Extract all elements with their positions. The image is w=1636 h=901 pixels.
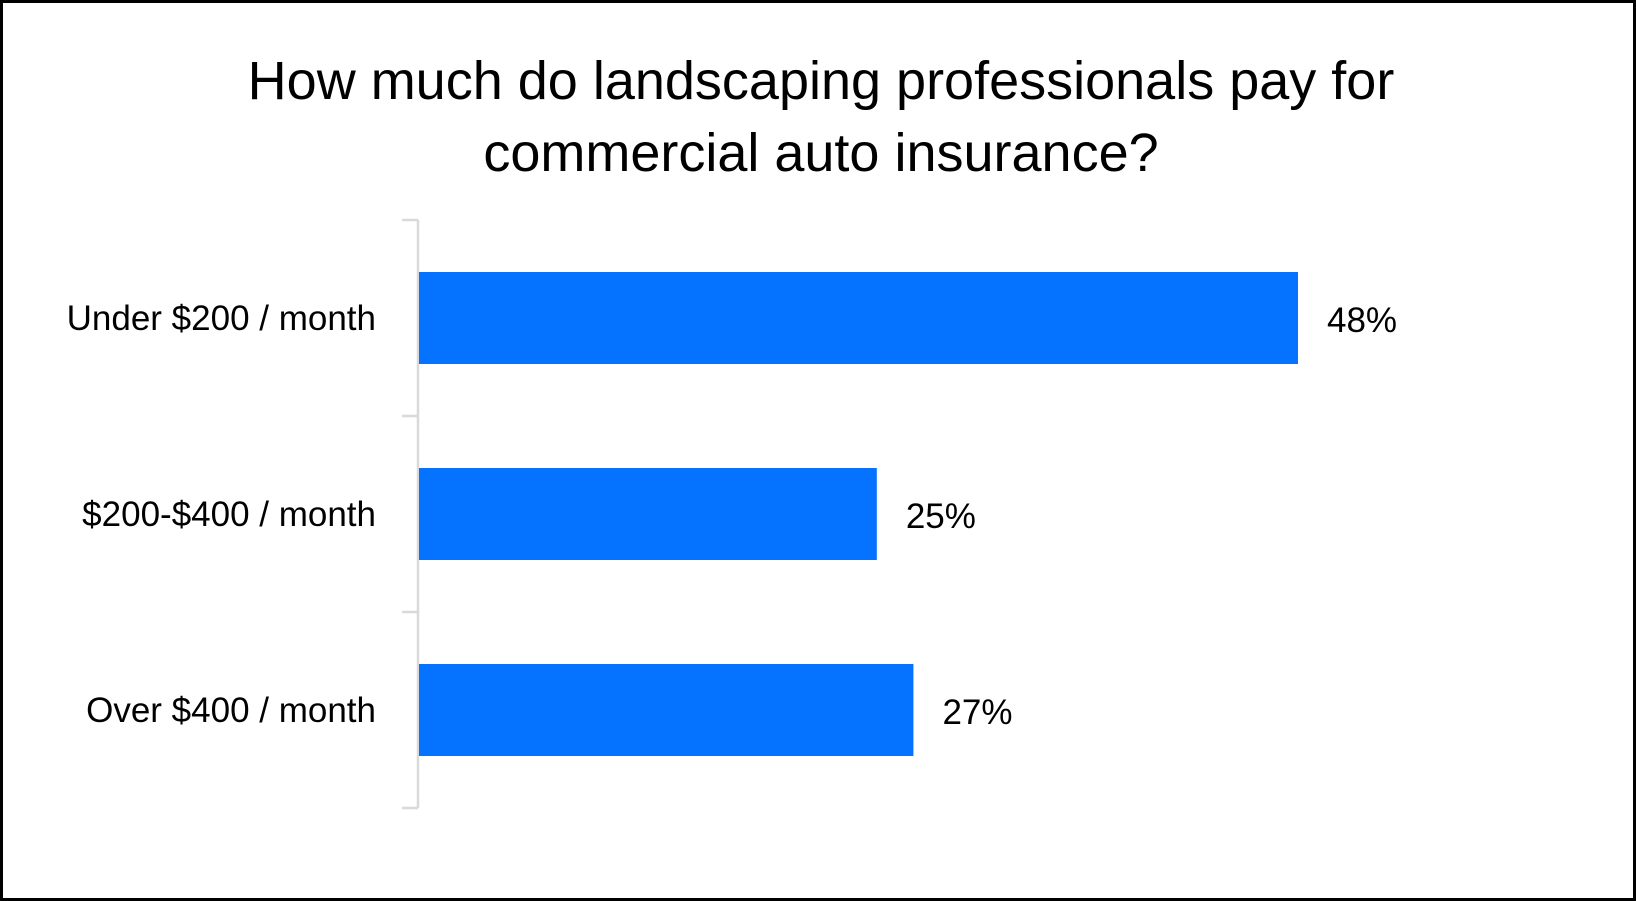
category-label: Over $400 / month [86,691,376,730]
value-label: 48% [1327,301,1397,340]
bar [419,664,914,756]
category-label: Under $200 / month [67,299,376,338]
value-label: 27% [942,693,1012,732]
chart-title-line-1: How much do landscaping professionals pa… [247,51,1395,111]
bar [419,468,877,560]
bar [419,272,1298,364]
category-label: $200-$400 / month [82,495,376,534]
chart-title-line-2: commercial auto insurance? [483,123,1159,183]
value-label: 25% [906,497,976,536]
chart-title: How much do landscaping professionals pa… [3,45,1636,189]
